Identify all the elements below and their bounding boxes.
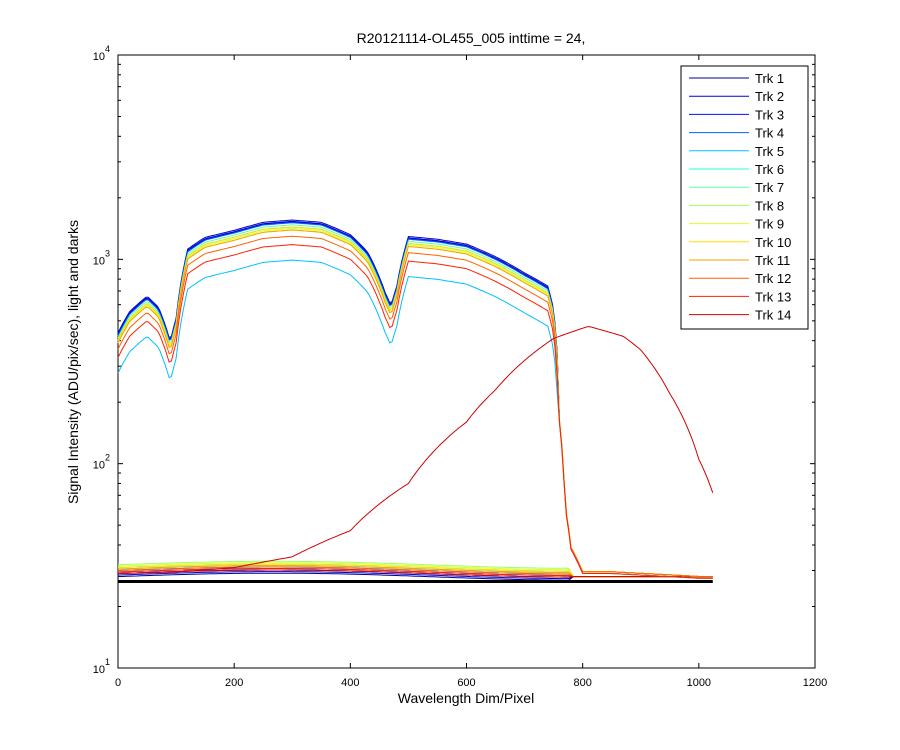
legend: Trk 1 Trk 2 Trk 3 Trk 4 Trk 5 Trk 6 Trk 7 Trk 8…	[680, 65, 809, 330]
legend-label: Trk 7	[755, 180, 784, 195]
x-tick-label: 400	[341, 677, 359, 689]
legend-label: Trk 12	[755, 271, 791, 286]
legend-label: Trk 2	[755, 89, 784, 104]
series-dark-line	[117, 569, 713, 578]
x-tick-label: 800	[573, 677, 591, 689]
x-tick-label: 600	[457, 677, 475, 689]
legend-label: Trk 13	[755, 289, 791, 304]
legend-label: Trk 9	[755, 217, 784, 232]
x-tick-label: 0	[115, 677, 121, 689]
x-axis-label: Wavelength Dim/Pixel	[398, 690, 534, 706]
legend-label: Trk 5	[755, 144, 784, 159]
legend-label: Trk 4	[755, 126, 784, 141]
x-tick-label: 1000	[687, 677, 711, 689]
legend-label: Trk 1	[755, 71, 784, 86]
legend-label: Trk 8	[755, 198, 784, 213]
series-lines	[117, 219, 714, 584]
legend-label: Trk 6	[755, 162, 784, 177]
series-line-trk-13	[117, 244, 713, 579]
y-axis: 101 102 103 104	[93, 44, 815, 676]
legend-label: Trk 10	[755, 235, 791, 250]
y-tick-label: 101	[93, 657, 110, 676]
y-tick-label: 104	[93, 44, 110, 63]
chart-title: R20121114-OL455_005 inttime = 24,	[357, 30, 586, 46]
y-tick-label: 103	[93, 248, 110, 267]
y-axis-label: Signal Intensity (ADU/pix/sec), light an…	[65, 220, 81, 504]
legend-box	[680, 65, 809, 330]
x-axis: 0 200 400 600 800 1000 1200	[115, 55, 827, 689]
y-tick-label: 102	[93, 453, 110, 472]
series-line-trk-14	[118, 326, 714, 574]
legend-label: Trk 11	[755, 253, 790, 268]
legend-label: Trk 14	[755, 308, 791, 323]
x-tick-label: 200	[225, 677, 243, 689]
series-line-trk-12	[117, 235, 713, 577]
x-tick-label: 1200	[803, 677, 827, 689]
legend-label: Trk 3	[755, 107, 784, 122]
